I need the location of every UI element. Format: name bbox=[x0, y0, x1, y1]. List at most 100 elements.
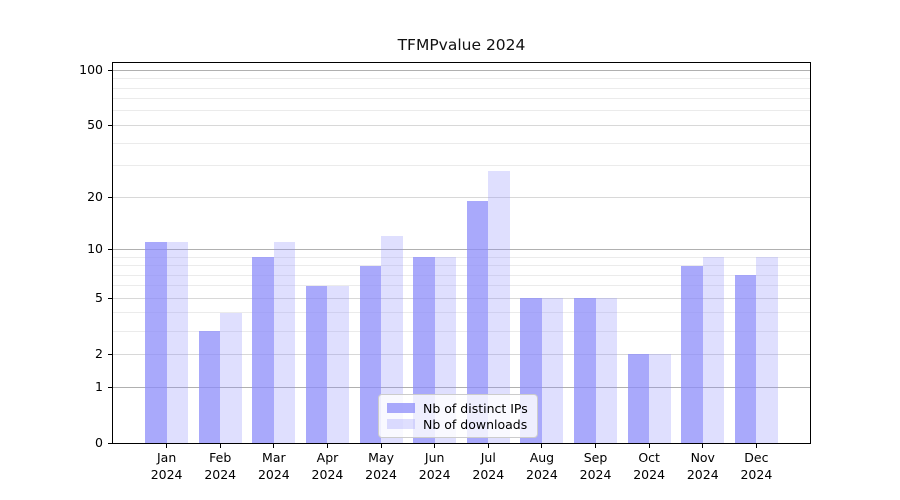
x-tick-month: Dec bbox=[744, 450, 769, 465]
x-tick-year: 2024 bbox=[526, 467, 558, 482]
x-tick-label-apr: Apr 2024 bbox=[295, 449, 359, 483]
plot-area bbox=[112, 62, 811, 444]
legend-swatch-downloads bbox=[387, 419, 415, 429]
x-tick-aug bbox=[541, 444, 543, 448]
legend: Nb of distinct IPs Nb of downloads bbox=[378, 394, 538, 438]
x-tick-may bbox=[380, 444, 382, 448]
x-tick-month: Mar bbox=[262, 450, 286, 465]
x-tick-year: 2024 bbox=[311, 467, 344, 482]
y-tick-label-100: 100 bbox=[79, 62, 103, 78]
gridline-y-1 bbox=[113, 386, 810, 388]
gridline-y-30 bbox=[113, 165, 810, 167]
gridline-y-8 bbox=[113, 265, 810, 266]
y-tick-label-5: 5 bbox=[95, 290, 103, 306]
bar-downloads-may bbox=[381, 235, 403, 443]
chart-title: TFMPvalue 2024 bbox=[397, 36, 526, 54]
x-tick-mar bbox=[273, 444, 275, 448]
bar-downloads-oct bbox=[649, 354, 671, 443]
gridline-y-10 bbox=[113, 248, 810, 250]
x-tick-label-jan: Jan 2024 bbox=[135, 449, 199, 483]
legend-row-downloads: Nb of downloads bbox=[387, 416, 528, 432]
bar-distinct-ips-feb bbox=[198, 331, 221, 443]
gridline-y-9 bbox=[113, 256, 810, 258]
gridline-y-40 bbox=[113, 142, 810, 144]
x-tick-year: 2024 bbox=[579, 467, 612, 482]
gridline-y-2 bbox=[113, 353, 810, 355]
y-tick-1 bbox=[108, 386, 112, 388]
y-tick-20 bbox=[108, 196, 112, 198]
x-tick-month: Nov bbox=[690, 450, 715, 465]
y-tick-50 bbox=[108, 124, 112, 126]
x-tick-dec bbox=[755, 444, 757, 448]
x-tick-jul bbox=[487, 444, 489, 448]
bar-downloads-sep bbox=[595, 298, 618, 443]
bar-downloads-dec bbox=[756, 257, 778, 443]
gridline-y-100 bbox=[113, 69, 810, 71]
x-tick-year: 2024 bbox=[257, 467, 290, 482]
x-tick-feb bbox=[219, 444, 221, 448]
bar-downloads-apr bbox=[327, 285, 349, 443]
bar-distinct-ips-nov bbox=[681, 265, 703, 443]
y-tick-label-10: 10 bbox=[87, 241, 103, 257]
x-tick-label-may: May 2024 bbox=[349, 449, 413, 483]
y-tick-label-50: 50 bbox=[87, 117, 103, 133]
bar-distinct-ips-sep bbox=[574, 298, 596, 443]
gridline-y-60 bbox=[113, 110, 810, 112]
x-tick-oct bbox=[648, 444, 650, 448]
x-tick-label-aug: Aug 2024 bbox=[510, 449, 574, 483]
gridline-y-50 bbox=[113, 124, 810, 126]
bar-distinct-ips-jan bbox=[145, 242, 167, 443]
x-tick-year: 2024 bbox=[365, 467, 397, 482]
gridline-y-4 bbox=[113, 312, 810, 314]
gridline-y-6 bbox=[113, 285, 810, 287]
y-tick-5 bbox=[108, 297, 112, 299]
bar-downloads-mar bbox=[273, 242, 296, 443]
x-tick-month: Jun bbox=[424, 450, 445, 465]
gridline-y-80 bbox=[113, 87, 810, 89]
y-tick-label-20: 20 bbox=[87, 189, 103, 205]
x-tick-sep bbox=[595, 444, 597, 448]
gridline-y-5 bbox=[113, 297, 810, 299]
x-tick-label-jun: Jun 2024 bbox=[403, 449, 467, 483]
y-tick-2 bbox=[108, 353, 112, 355]
x-tick-month: May bbox=[368, 450, 394, 465]
x-tick-month: Apr bbox=[316, 450, 339, 465]
x-tick-jun bbox=[434, 444, 436, 448]
bar-downloads-feb bbox=[220, 312, 242, 443]
x-tick-year: 2024 bbox=[472, 467, 505, 482]
bar-downloads-aug bbox=[541, 298, 564, 443]
gridline-y-7 bbox=[113, 274, 810, 276]
bar-distinct-ips-may bbox=[359, 265, 382, 443]
x-tick-month: Jan bbox=[156, 450, 177, 465]
x-tick-label-mar: Mar 2024 bbox=[242, 449, 306, 483]
x-tick-label-jul: Jul 2024 bbox=[456, 449, 520, 483]
bar-distinct-ips-oct bbox=[627, 354, 650, 443]
x-tick-year: 2024 bbox=[686, 467, 719, 482]
y-tick-10 bbox=[108, 248, 112, 250]
x-tick-label-dec: Dec 2024 bbox=[724, 449, 788, 483]
x-tick-month: Sep bbox=[583, 450, 608, 465]
legend-row-distinct-ips: Nb of distinct IPs bbox=[387, 400, 528, 416]
x-tick-label-oct: Oct 2024 bbox=[617, 449, 681, 483]
x-tick-label-nov: Nov 2024 bbox=[671, 449, 735, 483]
y-tick-100 bbox=[108, 69, 112, 71]
x-tick-month: Jul bbox=[480, 450, 496, 465]
x-tick-year: 2024 bbox=[740, 467, 773, 482]
bar-downloads-jul bbox=[488, 170, 510, 443]
bar-distinct-ips-mar bbox=[252, 257, 274, 443]
x-tick-month: Aug bbox=[529, 450, 555, 465]
legend-label-distinct-ips: Nb of distinct IPs bbox=[423, 400, 528, 416]
x-tick-month: Feb bbox=[209, 450, 232, 465]
y-tick-label-2: 2 bbox=[95, 346, 103, 362]
y-tick-label-0: 0 bbox=[95, 435, 103, 450]
x-tick-label-sep: Sep 2024 bbox=[564, 449, 628, 483]
legend-swatch-distinct-ips bbox=[387, 403, 415, 413]
x-tick-year: 2024 bbox=[204, 467, 237, 482]
y-tick-label-1: 1 bbox=[95, 379, 103, 394]
x-tick-month: Oct bbox=[638, 450, 660, 465]
x-tick-label-feb: Feb 2024 bbox=[188, 449, 252, 483]
bar-distinct-ips-apr bbox=[305, 285, 328, 443]
bar-downloads-nov bbox=[702, 257, 725, 443]
bar-distinct-ips-jul bbox=[466, 201, 489, 443]
